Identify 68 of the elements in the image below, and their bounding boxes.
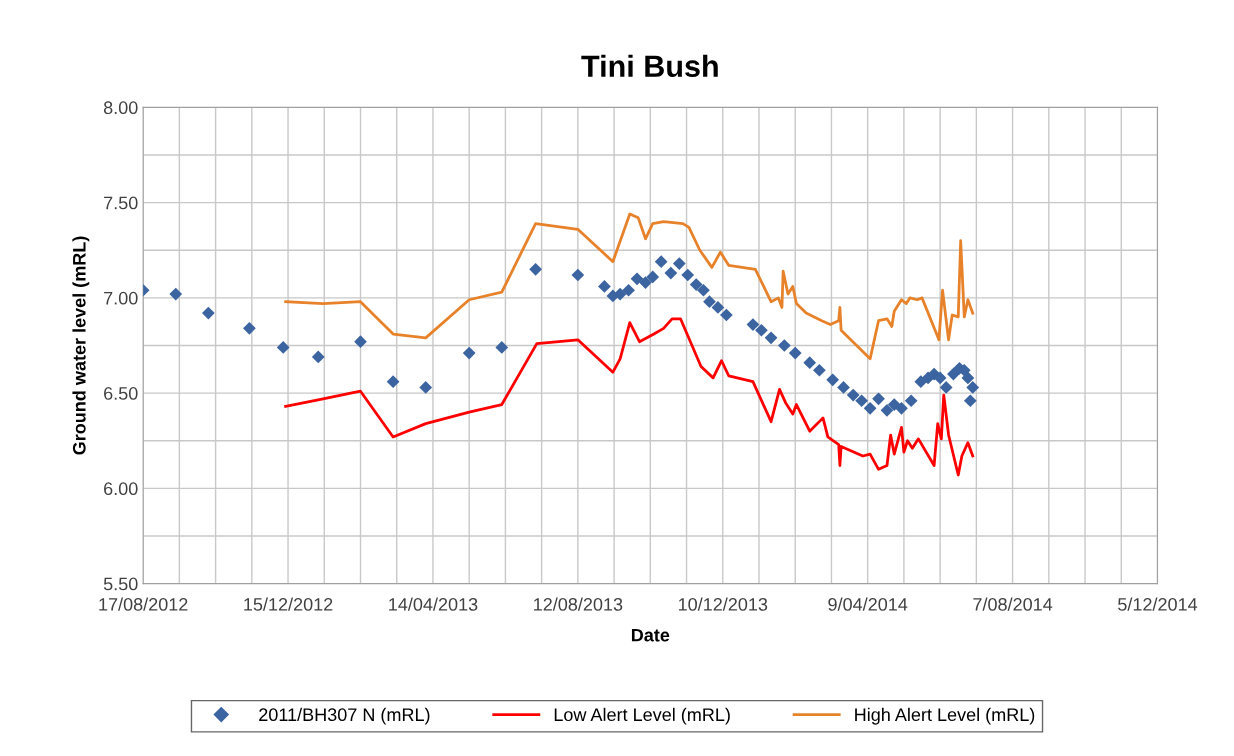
point xyxy=(354,335,367,349)
line-series xyxy=(284,317,975,477)
x-tick-label: 9/04/2014 xyxy=(828,597,908,611)
x-tick-label: 17/08/2012 xyxy=(99,597,188,611)
point xyxy=(276,341,290,354)
y-tick-label: 8.00 xyxy=(103,101,138,115)
point xyxy=(598,280,611,293)
point xyxy=(419,381,433,394)
point xyxy=(933,371,947,385)
legend-label: Low Alert Level (mRL) xyxy=(554,707,730,725)
point xyxy=(855,394,868,408)
point xyxy=(697,283,710,297)
point xyxy=(904,394,918,408)
x-tick-label: 15/12/2012 xyxy=(244,597,333,611)
point xyxy=(529,262,542,276)
y-tick-label: 6.00 xyxy=(104,482,138,496)
x-tick-label: 5/12/2014 xyxy=(1118,597,1198,611)
point xyxy=(386,375,400,389)
point xyxy=(966,381,980,394)
legend-label: 2011/BH307 N (mRL) xyxy=(259,707,430,725)
point xyxy=(826,373,840,387)
point xyxy=(613,287,627,301)
point xyxy=(963,394,977,408)
point xyxy=(895,402,908,415)
point xyxy=(639,276,652,289)
y-tick-label: 7.50 xyxy=(104,196,138,210)
x-tick-label: 14/04/2013 xyxy=(389,597,478,611)
point xyxy=(837,381,850,394)
chart-title: Tini Bush xyxy=(581,54,718,78)
legend-label: High Alert Level (mRL) xyxy=(855,707,1035,725)
point xyxy=(863,402,877,415)
point xyxy=(311,350,325,364)
point xyxy=(880,403,894,417)
point xyxy=(788,346,802,360)
point xyxy=(872,392,885,406)
y-tick-label: 7.00 xyxy=(104,291,138,305)
point xyxy=(664,266,678,280)
point xyxy=(654,255,668,269)
point xyxy=(777,339,791,352)
point xyxy=(495,341,509,354)
point xyxy=(571,268,585,282)
point xyxy=(703,295,716,309)
line-series xyxy=(284,212,975,361)
point xyxy=(755,323,768,337)
point xyxy=(764,331,778,345)
y-tick-label: 5.50 xyxy=(103,577,138,591)
point xyxy=(622,283,635,297)
x-axis-title: Date xyxy=(631,628,670,642)
point xyxy=(939,381,953,394)
point xyxy=(201,306,215,320)
point xyxy=(961,371,975,385)
x-tick-label: 12/08/2013 xyxy=(534,597,623,611)
x-tick-label: 10/12/2013 xyxy=(678,597,768,611)
point xyxy=(243,321,256,335)
point xyxy=(646,270,660,284)
point xyxy=(813,363,826,377)
point xyxy=(630,272,644,286)
point xyxy=(803,356,817,369)
x-tick-label: 7/08/2014 xyxy=(973,597,1053,611)
point xyxy=(689,278,703,291)
point xyxy=(846,388,860,402)
point xyxy=(681,268,695,282)
y-axis-title: Ground water level (mRL) xyxy=(72,236,90,455)
y-tick-label: 6.50 xyxy=(104,387,138,400)
point xyxy=(672,257,686,270)
point xyxy=(169,287,183,301)
point xyxy=(462,346,476,360)
point xyxy=(711,301,725,314)
